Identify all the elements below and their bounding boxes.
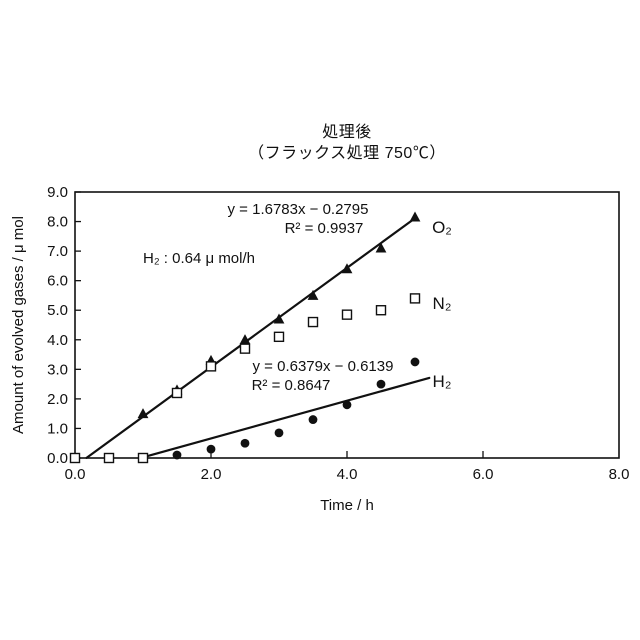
n2-data-point (341, 309, 353, 320)
y-tick-label: 7.0 (47, 243, 68, 260)
n2-data-point (171, 387, 183, 399)
n2-data-point (307, 316, 319, 328)
y-tick-label: 5.0 (47, 302, 68, 319)
o2-data-point (273, 313, 285, 324)
o2-data-point (137, 408, 149, 419)
n2-data-point (69, 452, 81, 464)
o2-data-point (307, 289, 319, 300)
o2-data-point (239, 334, 251, 345)
h2-equation-label: y = 0.6379x − 0.6139 (253, 358, 394, 375)
h2-data-point (410, 357, 420, 367)
x-tick-label: 8.0 (609, 466, 630, 483)
h2-data-point (240, 438, 250, 448)
y-tick-label: 4.0 (47, 332, 68, 349)
y-tick-label: 3.0 (47, 361, 68, 378)
chart-title: 処理後 （フラックス処理 750℃） (75, 122, 619, 164)
h2-trendline (139, 376, 431, 460)
y-tick-label: 2.0 (47, 391, 68, 408)
h2-data-point (342, 400, 352, 410)
o2-r2-label: R² = 0.9937 (285, 220, 364, 237)
o2-data-point (341, 263, 353, 274)
x-tick-label: 0.0 (65, 466, 86, 483)
h2-data-point (376, 379, 386, 389)
o2-data-point (375, 242, 387, 253)
h2-data-point (206, 444, 216, 454)
n2-data-point (239, 343, 251, 354)
h2-data-point (274, 428, 284, 438)
o2-equation-label: y = 1.6783x − 0.2795 (228, 201, 369, 218)
y-tick-label: 9.0 (47, 184, 68, 201)
h2-data-point (308, 415, 318, 424)
n2-data-point (137, 452, 149, 464)
n2-data-point (273, 331, 285, 343)
chart-title-line2: （フラックス処理 750℃） (248, 145, 446, 162)
y-tick-label: 0.0 (47, 450, 68, 467)
x-axis-title: Time / h (320, 497, 374, 514)
o2-data-point (409, 211, 421, 222)
h2-r2-label: R² = 0.8647 (252, 377, 331, 394)
annotation-h2-rate: H₂ : 0.64 μ mol/h (143, 250, 255, 267)
x-tick-label: 6.0 (473, 466, 494, 483)
series-label-h2: H₂ (433, 372, 452, 391)
x-tick-label: 4.0 (337, 466, 358, 483)
n2-data-point (205, 361, 217, 372)
n2-data-point (409, 293, 421, 304)
n2-data-point (103, 452, 115, 464)
series-label-o2: O₂ (432, 218, 452, 237)
y-tick-label: 1.0 (47, 420, 68, 437)
chart-title-line1: 処理後 (322, 124, 372, 141)
series-label-n2: N₂ (433, 294, 452, 313)
y-axis-title: Amount of evolved gases / μ mol (10, 216, 27, 434)
y-tick-label: 8.0 (47, 214, 68, 231)
y-tick-label: 6.0 (47, 273, 68, 290)
n2-data-point (375, 305, 387, 316)
x-tick-label: 2.0 (201, 466, 222, 483)
h2-data-point (172, 450, 182, 460)
